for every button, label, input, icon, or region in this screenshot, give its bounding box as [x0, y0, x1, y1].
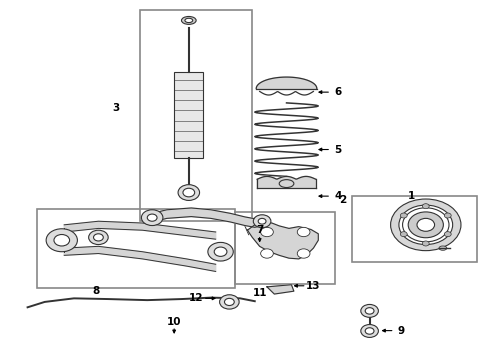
Text: 13: 13	[306, 281, 320, 291]
Ellipse shape	[279, 180, 294, 188]
Ellipse shape	[147, 214, 157, 221]
Polygon shape	[267, 285, 294, 294]
Ellipse shape	[391, 199, 461, 251]
Ellipse shape	[224, 298, 234, 306]
Text: 7: 7	[256, 225, 263, 235]
Ellipse shape	[417, 219, 435, 231]
Ellipse shape	[297, 249, 310, 258]
Ellipse shape	[400, 231, 407, 237]
Ellipse shape	[94, 234, 103, 241]
Ellipse shape	[361, 305, 378, 318]
Bar	[37, 209, 235, 288]
Ellipse shape	[444, 231, 451, 237]
Ellipse shape	[399, 205, 453, 244]
Text: 3: 3	[112, 103, 119, 113]
Ellipse shape	[439, 246, 447, 250]
Polygon shape	[152, 208, 262, 227]
Text: 11: 11	[252, 288, 267, 298]
Ellipse shape	[220, 295, 239, 309]
Ellipse shape	[261, 227, 273, 237]
Text: 6: 6	[334, 87, 342, 97]
Text: 12: 12	[189, 293, 203, 303]
Bar	[352, 196, 477, 262]
Ellipse shape	[444, 213, 451, 218]
Ellipse shape	[54, 234, 70, 246]
Ellipse shape	[258, 219, 266, 224]
Ellipse shape	[89, 230, 108, 244]
Text: 1: 1	[408, 191, 415, 201]
Ellipse shape	[422, 241, 429, 246]
Polygon shape	[64, 246, 216, 271]
Ellipse shape	[422, 204, 429, 209]
Polygon shape	[247, 222, 318, 259]
Text: 8: 8	[92, 286, 99, 296]
Ellipse shape	[185, 18, 193, 23]
Bar	[174, 72, 203, 158]
Polygon shape	[256, 77, 317, 89]
Text: 10: 10	[167, 317, 181, 327]
Polygon shape	[257, 176, 316, 188]
Ellipse shape	[178, 185, 199, 201]
Polygon shape	[64, 221, 216, 239]
Text: 5: 5	[334, 144, 342, 154]
Ellipse shape	[46, 229, 77, 252]
Text: 4: 4	[334, 191, 342, 201]
Ellipse shape	[253, 215, 271, 228]
Ellipse shape	[181, 17, 196, 24]
Bar	[235, 212, 335, 284]
Text: 2: 2	[339, 195, 346, 205]
Ellipse shape	[142, 210, 163, 226]
Ellipse shape	[183, 188, 195, 197]
Ellipse shape	[261, 249, 273, 258]
Ellipse shape	[297, 227, 310, 237]
Ellipse shape	[400, 213, 407, 218]
Ellipse shape	[214, 247, 227, 256]
Ellipse shape	[408, 212, 443, 238]
Ellipse shape	[208, 242, 233, 261]
Ellipse shape	[365, 328, 374, 334]
Ellipse shape	[361, 324, 378, 337]
Text: 9: 9	[398, 325, 405, 336]
Ellipse shape	[365, 308, 374, 314]
Bar	[140, 10, 252, 221]
